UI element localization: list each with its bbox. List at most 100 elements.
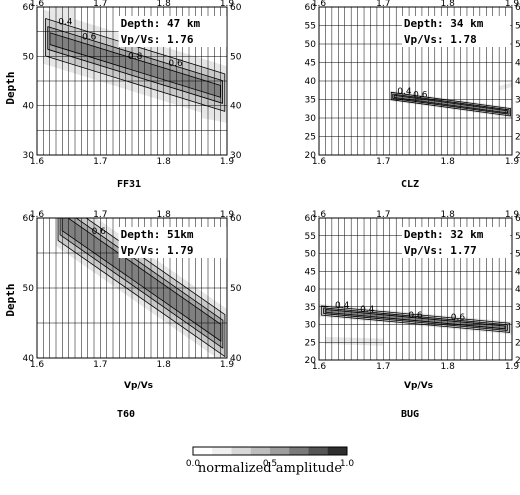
y-tick-label-right: 60 — [230, 214, 242, 224]
y-tick-label-left: 25 — [305, 338, 316, 348]
y-tick-label-left: 40 — [305, 77, 317, 87]
x-tick-label-bottom: 1.8 — [157, 157, 172, 167]
y-tick-label-left: 50 — [23, 52, 35, 62]
colorbar-tick-label: 1.0 — [340, 459, 355, 469]
y-tick-label-left: 30 — [305, 321, 317, 331]
y-tick-label-right: 50 — [230, 52, 242, 62]
y-tick-label-right: 25 — [515, 338, 520, 348]
y-tick-label-right: 35 — [515, 96, 520, 106]
x-tick-label-bottom: 1.9 — [505, 157, 520, 167]
annotation-depth: Depth: 34 km — [404, 17, 484, 30]
y-tick-label-right: 35 — [515, 303, 520, 313]
y-tick-label-left: 60 — [23, 214, 35, 224]
colorbar-frame — [192, 446, 348, 456]
annotation-depth: Depth: 32 km — [404, 228, 484, 241]
y-tick-label-right: 60 — [515, 214, 520, 224]
x-tick-label-bottom: 1.9 — [505, 362, 520, 372]
y-tick-label-right: 40 — [515, 285, 520, 295]
colorbar-swatch — [308, 447, 329, 455]
annotation-background — [401, 16, 510, 47]
y-tick-label-left: 20 — [305, 356, 317, 366]
annotation-background — [118, 227, 227, 258]
y-tick-label-left: 40 — [23, 102, 35, 112]
colorbar-swatch — [193, 447, 213, 455]
x-tick-label-bottom: 1.9 — [220, 360, 235, 370]
ylabel-t60: Depth — [4, 283, 17, 316]
x-tick-label-top: 1.6 — [312, 210, 327, 220]
x-tick-label-top: 1.7 — [376, 210, 390, 220]
plot-frame — [36, 6, 228, 156]
y-tick-label-left: 30 — [23, 151, 35, 161]
y-tick-label-left: 50 — [305, 250, 317, 260]
colorbar-swatch — [289, 447, 309, 455]
contour-label: 0.6 — [451, 313, 466, 323]
y-tick-label-right: 45 — [515, 267, 520, 277]
y-tick-label-left: 45 — [305, 59, 316, 69]
plot-frame — [318, 6, 513, 156]
x-tick-label-bottom: 1.6 — [30, 360, 45, 370]
y-tick-label-left: 40 — [23, 354, 35, 364]
y-tick-label-right: 25 — [515, 133, 520, 143]
colorbar-label: normalized amplitude — [198, 461, 342, 476]
plot-frame — [36, 217, 228, 359]
annotation-depth: Depth: 47 km — [121, 17, 201, 30]
y-tick-label-left: 50 — [23, 284, 35, 294]
x-tick-label-bottom: 1.9 — [220, 157, 235, 167]
annotation-background — [401, 227, 510, 258]
y-tick-label-left: 25 — [305, 133, 316, 143]
annotation-background — [118, 16, 227, 47]
x-tick-label-top: 1.9 — [220, 0, 235, 9]
y-tick-label-right: 45 — [515, 59, 520, 69]
y-tick-label-right: 60 — [230, 3, 242, 13]
x-tick-label-top: 1.7 — [93, 0, 107, 9]
x-tick-label-bottom: 1.6 — [30, 157, 45, 167]
colorbar-swatch — [270, 447, 290, 455]
y-tick-label-left: 45 — [305, 267, 316, 277]
plot-frame — [318, 217, 513, 361]
x-tick-label-bottom: 1.8 — [441, 157, 456, 167]
y-tick-label-right: 30 — [515, 321, 520, 331]
contour-label: 0.4 — [335, 301, 350, 311]
annotation-vpvs: Vp/Vs: 1.77 — [404, 244, 477, 257]
annotation-vpvs: Vp/Vs: 1.76 — [121, 33, 194, 46]
y-tick-label-left: 50 — [305, 40, 317, 50]
y-tick-label-right: 40 — [230, 354, 242, 364]
panel-title-ff31: FF31 — [117, 179, 141, 190]
y-tick-label-left: 30 — [305, 114, 317, 124]
y-tick-label-left: 40 — [305, 285, 317, 295]
colorbar-swatch — [231, 447, 252, 455]
y-tick-label-left: 60 — [305, 3, 317, 13]
annotation-depth: Depth: 51km — [121, 228, 194, 241]
contour-label: 0.4 — [360, 305, 375, 315]
x-tick-label-top: 1.6 — [312, 0, 327, 9]
x-tick-label-top: 1.9 — [505, 210, 520, 220]
y-tick-label-left: 60 — [305, 214, 317, 224]
y-tick-label-right: 40 — [515, 77, 520, 87]
x-tick-label-top: 1.9 — [505, 0, 520, 9]
y-tick-label-right: 50 — [515, 40, 520, 50]
annotation-vpvs: Vp/Vs: 1.78 — [404, 33, 477, 46]
colorbar-swatch — [327, 447, 348, 455]
y-tick-label-left: 55 — [305, 22, 316, 32]
x-tick-label-bottom: 1.6 — [312, 362, 327, 372]
y-tick-label-right: 20 — [515, 151, 520, 161]
y-tick-label-right: 55 — [515, 22, 520, 32]
contour-label: 0.4 — [397, 87, 412, 97]
x-tick-label-top: 1.7 — [93, 210, 107, 220]
contour-label: 0.8 — [128, 52, 143, 62]
y-tick-label-right: 50 — [230, 284, 242, 294]
y-tick-label-right: 50 — [515, 250, 520, 260]
colorbar: 0.0 0.5 1.0 — [186, 446, 355, 469]
x-tick-label-top: 1.8 — [441, 0, 456, 9]
contour-label: 0.6 — [82, 32, 97, 42]
x-tick-label-bottom: 1.7 — [93, 157, 107, 167]
y-tick-label-left: 55 — [305, 232, 316, 242]
x-tick-label-top: 1.6 — [30, 0, 45, 9]
x-tick-label-top: 1.8 — [157, 210, 172, 220]
x-tick-label-bottom: 1.8 — [441, 362, 456, 372]
colorbar-swatch — [212, 447, 232, 455]
x-tick-label-top: 1.8 — [441, 210, 456, 220]
contour-label: 0.6 — [168, 59, 183, 69]
x-tick-label-bottom: 1.7 — [93, 360, 107, 370]
